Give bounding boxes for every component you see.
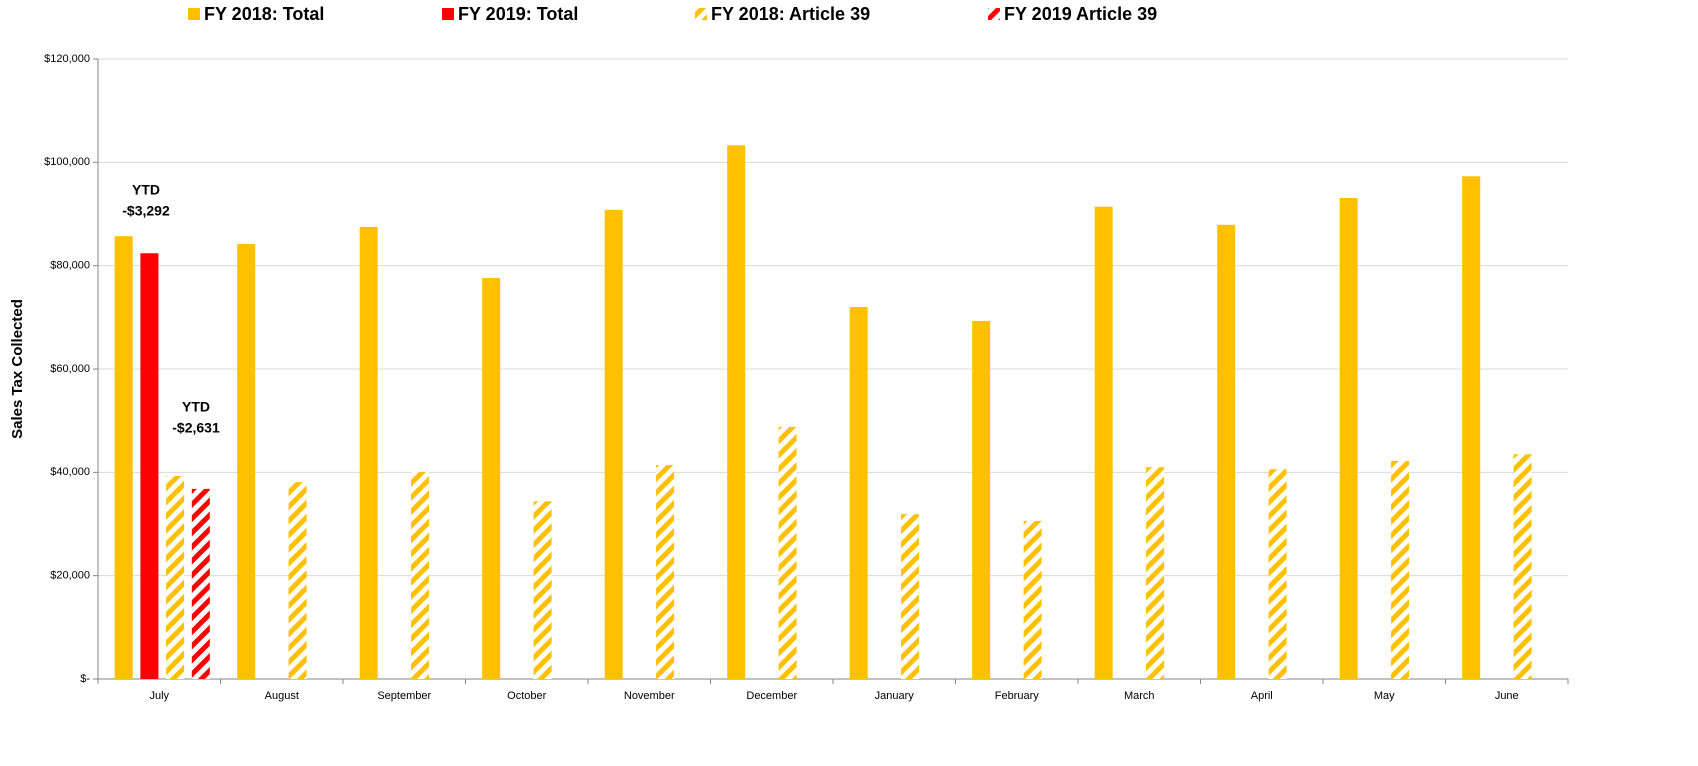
x-tick-label: October — [507, 690, 546, 702]
annotation: YTD — [182, 399, 210, 415]
bar — [849, 307, 868, 679]
x-tick-label: September — [377, 690, 431, 702]
x-tick-label: August — [265, 690, 299, 702]
annotation: -$3,292 — [122, 203, 170, 219]
x-tick-label: April — [1251, 690, 1273, 702]
bar — [1268, 469, 1287, 679]
x-tick-label: December — [746, 690, 797, 702]
bar — [1217, 224, 1236, 679]
legend-swatch — [188, 8, 200, 20]
bar — [166, 475, 185, 679]
y-tick-label: $100,000 — [44, 156, 90, 168]
bar — [778, 426, 797, 679]
bar — [1094, 206, 1113, 679]
bar — [237, 243, 256, 679]
bar — [140, 253, 159, 679]
bar — [411, 471, 430, 679]
bar — [901, 514, 920, 679]
bar — [1339, 197, 1358, 679]
x-tick-label: March — [1124, 690, 1155, 702]
bar — [533, 501, 552, 679]
bar — [1513, 454, 1532, 679]
x-tick-label: May — [1374, 690, 1395, 702]
bar — [482, 278, 501, 679]
legend-label: FY 2019: Total — [458, 4, 578, 24]
x-tick-label: July — [149, 690, 169, 702]
bar — [1023, 520, 1042, 679]
legend-label: FY 2019 Article 39 — [1004, 4, 1157, 24]
legend-swatch — [442, 8, 454, 20]
x-tick-label: November — [624, 690, 675, 702]
y-tick-label: $80,000 — [50, 260, 90, 272]
y-tick-label: $60,000 — [50, 363, 90, 375]
bar — [656, 465, 675, 679]
bar — [359, 226, 378, 679]
x-tick-label: February — [995, 690, 1040, 702]
y-tick-label: $40,000 — [50, 466, 90, 478]
bar — [191, 488, 210, 679]
bar — [1146, 467, 1165, 679]
bar — [114, 236, 133, 679]
x-tick-label: June — [1495, 690, 1519, 702]
legend-swatch — [695, 8, 707, 20]
bar — [972, 320, 991, 679]
annotation: -$2,631 — [172, 420, 220, 436]
y-tick-label: $120,000 — [44, 53, 90, 65]
bar — [1462, 176, 1481, 680]
x-tick-label: January — [875, 690, 915, 702]
bar — [1391, 460, 1410, 679]
bar — [604, 209, 623, 679]
annotation: YTD — [132, 182, 160, 198]
y-tick-label: $20,000 — [50, 570, 90, 582]
bar — [288, 482, 307, 679]
y-axis-title: Sales Tax Collected — [9, 299, 26, 439]
legend-label: FY 2018: Article 39 — [711, 4, 870, 24]
legend-label: FY 2018: Total — [204, 4, 324, 24]
legend-swatch — [988, 8, 1000, 20]
y-tick-label: $- — [80, 673, 90, 685]
bar — [727, 145, 746, 680]
